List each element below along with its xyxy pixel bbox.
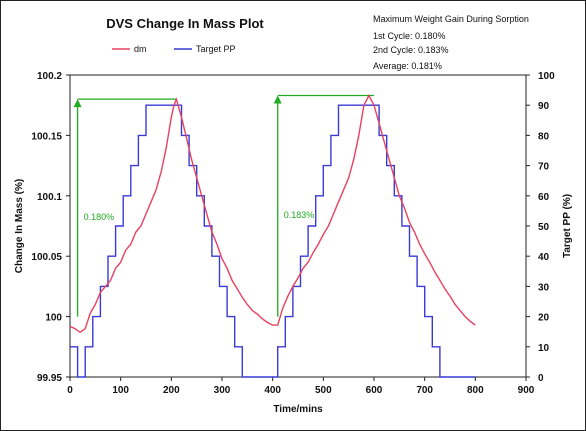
- y-left-tick-label: 100: [45, 313, 62, 324]
- y-right-tick-label: 40: [538, 252, 550, 263]
- info-line-3: 2nd Cycle: 0.183%: [373, 45, 449, 55]
- annotation-arrow-head: [273, 95, 282, 104]
- info-line-1: Maximum Weight Gain During Sorption: [373, 14, 529, 24]
- info-line-4: Average: 0.181%: [373, 61, 442, 71]
- x-tick-label: 700: [416, 385, 433, 396]
- y-right-axis-ticks: 0 10 20 30 40 50 60 70 80 90 100: [526, 71, 555, 384]
- x-axis-ticks: 0 100 200 300 400 500 600 700 800 900: [67, 377, 535, 396]
- chart-title: DVS Change In Mass Plot: [106, 16, 264, 31]
- x-tick-label: 500: [315, 385, 332, 396]
- y-right-tick-label: 10: [538, 343, 550, 354]
- y-left-tick-label: 99.95: [37, 373, 62, 384]
- annotation-arrow-head: [73, 99, 82, 108]
- x-tick-label: 100: [112, 385, 129, 396]
- y-left-tick-label: 100.2: [37, 71, 62, 82]
- y-right-tick-label: 100: [538, 71, 555, 82]
- x-tick-label: 0: [67, 385, 73, 396]
- legend-label-target-pp: Target PP: [196, 44, 236, 54]
- y-right-tick-label: 0: [538, 373, 544, 384]
- info-line-2: 1st Cycle: 0.180%: [373, 31, 446, 41]
- y-right-tick-label: 20: [538, 313, 550, 324]
- y-right-tick-label: 50: [538, 222, 550, 233]
- y-right-tick-label: 60: [538, 192, 550, 203]
- x-tick-label: 300: [214, 385, 231, 396]
- x-axis-label: Time/mins: [273, 404, 323, 415]
- annotation-label: 0.183%: [284, 210, 315, 220]
- series-target-pp-line: [70, 104, 476, 378]
- x-tick-label: 400: [264, 385, 281, 396]
- legend: dm Target PP: [112, 44, 236, 54]
- y-left-tick-label: 100.15: [31, 131, 62, 142]
- x-tick-label: 200: [163, 385, 180, 396]
- annotation-label: 0.180%: [84, 212, 115, 222]
- y-left-tick-label: 100.1: [37, 192, 62, 203]
- info-box: Maximum Weight Gain During Sorption 1st …: [373, 14, 529, 71]
- y-left-axis-label: Change In Mass (%): [14, 179, 25, 273]
- y-right-axis-label: Target PP (%): [562, 194, 573, 258]
- legend-label-dm: dm: [134, 44, 147, 54]
- x-tick-label: 800: [467, 385, 484, 396]
- y-right-tick-label: 80: [538, 131, 550, 142]
- series-dm-line: [69, 93, 476, 334]
- plot-area: [69, 74, 527, 378]
- annotations: 0.180% 0.183%: [73, 94, 374, 317]
- x-tick-label: 600: [366, 385, 383, 396]
- y-right-tick-label: 30: [538, 282, 550, 293]
- y-left-axis-ticks: 99.95 100 100.05 100.1 100.15 100.2: [31, 71, 70, 384]
- y-left-tick-label: 100.05: [31, 252, 62, 263]
- y-right-tick-label: 90: [538, 101, 550, 112]
- x-tick-label: 900: [518, 385, 535, 396]
- y-right-tick-label: 70: [538, 162, 550, 173]
